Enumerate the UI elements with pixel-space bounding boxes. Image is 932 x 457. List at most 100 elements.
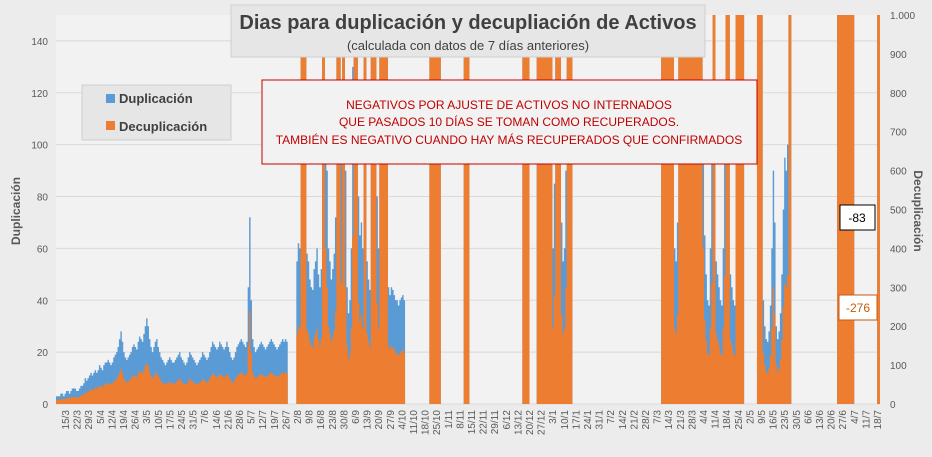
legend-label-decuplicacion: Decuplicación xyxy=(119,119,207,134)
x-tick-label: 29/11 xyxy=(490,410,501,435)
x-tick-label: 22/11 xyxy=(479,410,490,435)
y-tick-right: 700 xyxy=(890,128,907,139)
x-tick-label: 22/3 xyxy=(73,410,84,430)
y-tick-right: 400 xyxy=(890,244,907,255)
x-tick-label: 8/11 xyxy=(455,410,466,429)
x-tick-label: 13/12 xyxy=(513,410,524,435)
chart-subtitle: (calculada con datos de 7 días anteriore… xyxy=(347,38,589,53)
y-tick-right: 300 xyxy=(890,283,907,294)
x-tick-label: 9/5 xyxy=(757,410,768,424)
x-tick-label: 26/7 xyxy=(281,410,292,430)
annotation-line-2: QUE PASADOS 10 DÍAS SE TOMAN COMO RECUPE… xyxy=(339,114,679,129)
x-tick-label: 18/7 xyxy=(873,410,884,430)
x-tick-label: 11/7 xyxy=(861,410,872,429)
x-tick-label: 17/1 xyxy=(571,410,582,430)
x-tick-label: 27/12 xyxy=(537,410,548,435)
y-axis-left-title: Duplicación xyxy=(9,177,23,245)
legend: Duplicación Decuplicación xyxy=(81,84,232,141)
x-tick-label: 20/6 xyxy=(827,410,838,430)
y-tick-left: 60 xyxy=(37,244,49,255)
x-tick-label: 6/12 xyxy=(502,410,513,430)
callout-duplicacion: -83 xyxy=(839,204,876,231)
x-tick-label: 17/5 xyxy=(165,410,176,430)
x-tick-label: 31/1 xyxy=(595,410,606,430)
x-tick-label: 12/7 xyxy=(258,410,269,430)
x-tick-label: 21/3 xyxy=(676,410,687,430)
x-tick-label: 23/8 xyxy=(328,410,339,430)
x-tick-label: 15/3 xyxy=(61,410,72,430)
x-tick-label: 16/5 xyxy=(769,410,780,430)
x-axis-ticks: 15/3 22/3 29/3 5/4 12/4 19/4 26/4 3/5 10/5 17/5 24… xyxy=(61,410,884,435)
x-tick-label: 28/3 xyxy=(687,410,698,430)
y-tick-right: 800 xyxy=(890,89,907,100)
y-tick-left: 120 xyxy=(31,89,48,100)
y-tick-left: 40 xyxy=(37,296,49,307)
x-tick-label: 5/7 xyxy=(247,410,258,424)
x-tick-label: 19/7 xyxy=(270,410,281,430)
y-tick-right: 1.000 xyxy=(890,11,915,22)
y-tick-left: 100 xyxy=(31,141,48,152)
right-axis-ticks: 0 100 200 300 400 500 600 700 800 900 1.000 xyxy=(890,11,915,411)
legend-swatch-duplicacion xyxy=(106,94,115,103)
x-tick-label: 5/4 xyxy=(96,410,107,424)
x-tick-label: 10/5 xyxy=(154,410,165,430)
x-tick-label: 28/2 xyxy=(641,410,652,430)
x-tick-label: 20/9 xyxy=(374,410,385,430)
y-tick-right: 600 xyxy=(890,167,907,178)
x-tick-label: 14/6 xyxy=(212,410,223,430)
x-tick-label: 6/9 xyxy=(351,410,362,424)
x-tick-label: 27/6 xyxy=(838,410,849,430)
callout-duplicacion-label: -83 xyxy=(848,211,866,225)
x-tick-label: 7/3 xyxy=(653,410,664,424)
y-tick-left: 20 xyxy=(37,348,49,359)
x-tick-label: 2/5 xyxy=(745,410,756,424)
x-tick-label: 12/4 xyxy=(107,410,118,430)
x-tick-label: 10/1 xyxy=(560,410,571,430)
x-tick-label: 18/10 xyxy=(421,410,432,435)
title-box: Dias para duplicación y decupliación de … xyxy=(230,4,706,58)
x-tick-label: 16/8 xyxy=(316,410,327,430)
x-tick-label: 13/9 xyxy=(363,410,374,430)
x-tick-label: 31/5 xyxy=(189,410,200,430)
x-tick-label: 30/8 xyxy=(339,410,350,430)
x-tick-label: 20/12 xyxy=(525,410,536,435)
x-tick-label: 23/5 xyxy=(780,410,791,430)
x-tick-label: 7/2 xyxy=(606,410,617,424)
y-tick-right: 500 xyxy=(890,206,907,217)
x-tick-label: 3/1 xyxy=(548,410,559,424)
x-tick-label: 4/4 xyxy=(699,410,710,424)
y-tick-left: 140 xyxy=(31,37,48,48)
x-tick-label: 2/8 xyxy=(293,410,304,424)
x-tick-label: 25/10 xyxy=(432,410,443,435)
x-tick-label: 26/4 xyxy=(131,410,142,430)
x-tick-label: 4/7 xyxy=(850,410,861,424)
x-tick-label: 11/10 xyxy=(409,410,420,435)
x-tick-label: 3/5 xyxy=(142,410,153,424)
x-tick-label: 28/6 xyxy=(235,410,246,430)
legend-label-duplicacion: Duplicación xyxy=(119,91,193,106)
x-tick-label: 4/10 xyxy=(397,410,408,430)
x-tick-label: 14/3 xyxy=(664,410,675,430)
y-tick-left: 0 xyxy=(42,400,48,411)
callout-decuplicacion-label: -276 xyxy=(846,301,870,315)
x-tick-label: 24/1 xyxy=(583,410,594,430)
chart-title: Dias para duplicación y decupliación de … xyxy=(239,12,696,34)
x-tick-label: 30/5 xyxy=(792,410,803,430)
y-axis-right-title: Decuplicación xyxy=(911,170,925,251)
y-tick-right: 900 xyxy=(890,50,907,61)
x-tick-label: 21/6 xyxy=(223,410,234,430)
x-tick-label: 27/9 xyxy=(386,410,397,430)
y-tick-right: 200 xyxy=(890,322,907,333)
annotation-line-3: TAMBIÉN ES NEGATIVO CUANDO HAY MÁS RECUP… xyxy=(276,132,743,147)
y-tick-right: 100 xyxy=(890,361,907,372)
x-tick-label: 6/6 xyxy=(803,410,814,424)
x-tick-label: 9/8 xyxy=(305,410,316,424)
x-tick-label: 7/6 xyxy=(200,410,211,424)
x-tick-label: 11/4 xyxy=(711,410,722,429)
x-tick-label: 13/6 xyxy=(815,410,826,430)
x-tick-label: 18/4 xyxy=(722,410,733,430)
callout-decuplicacion: -276 xyxy=(838,294,878,321)
x-tick-label: 25/4 xyxy=(734,410,745,430)
